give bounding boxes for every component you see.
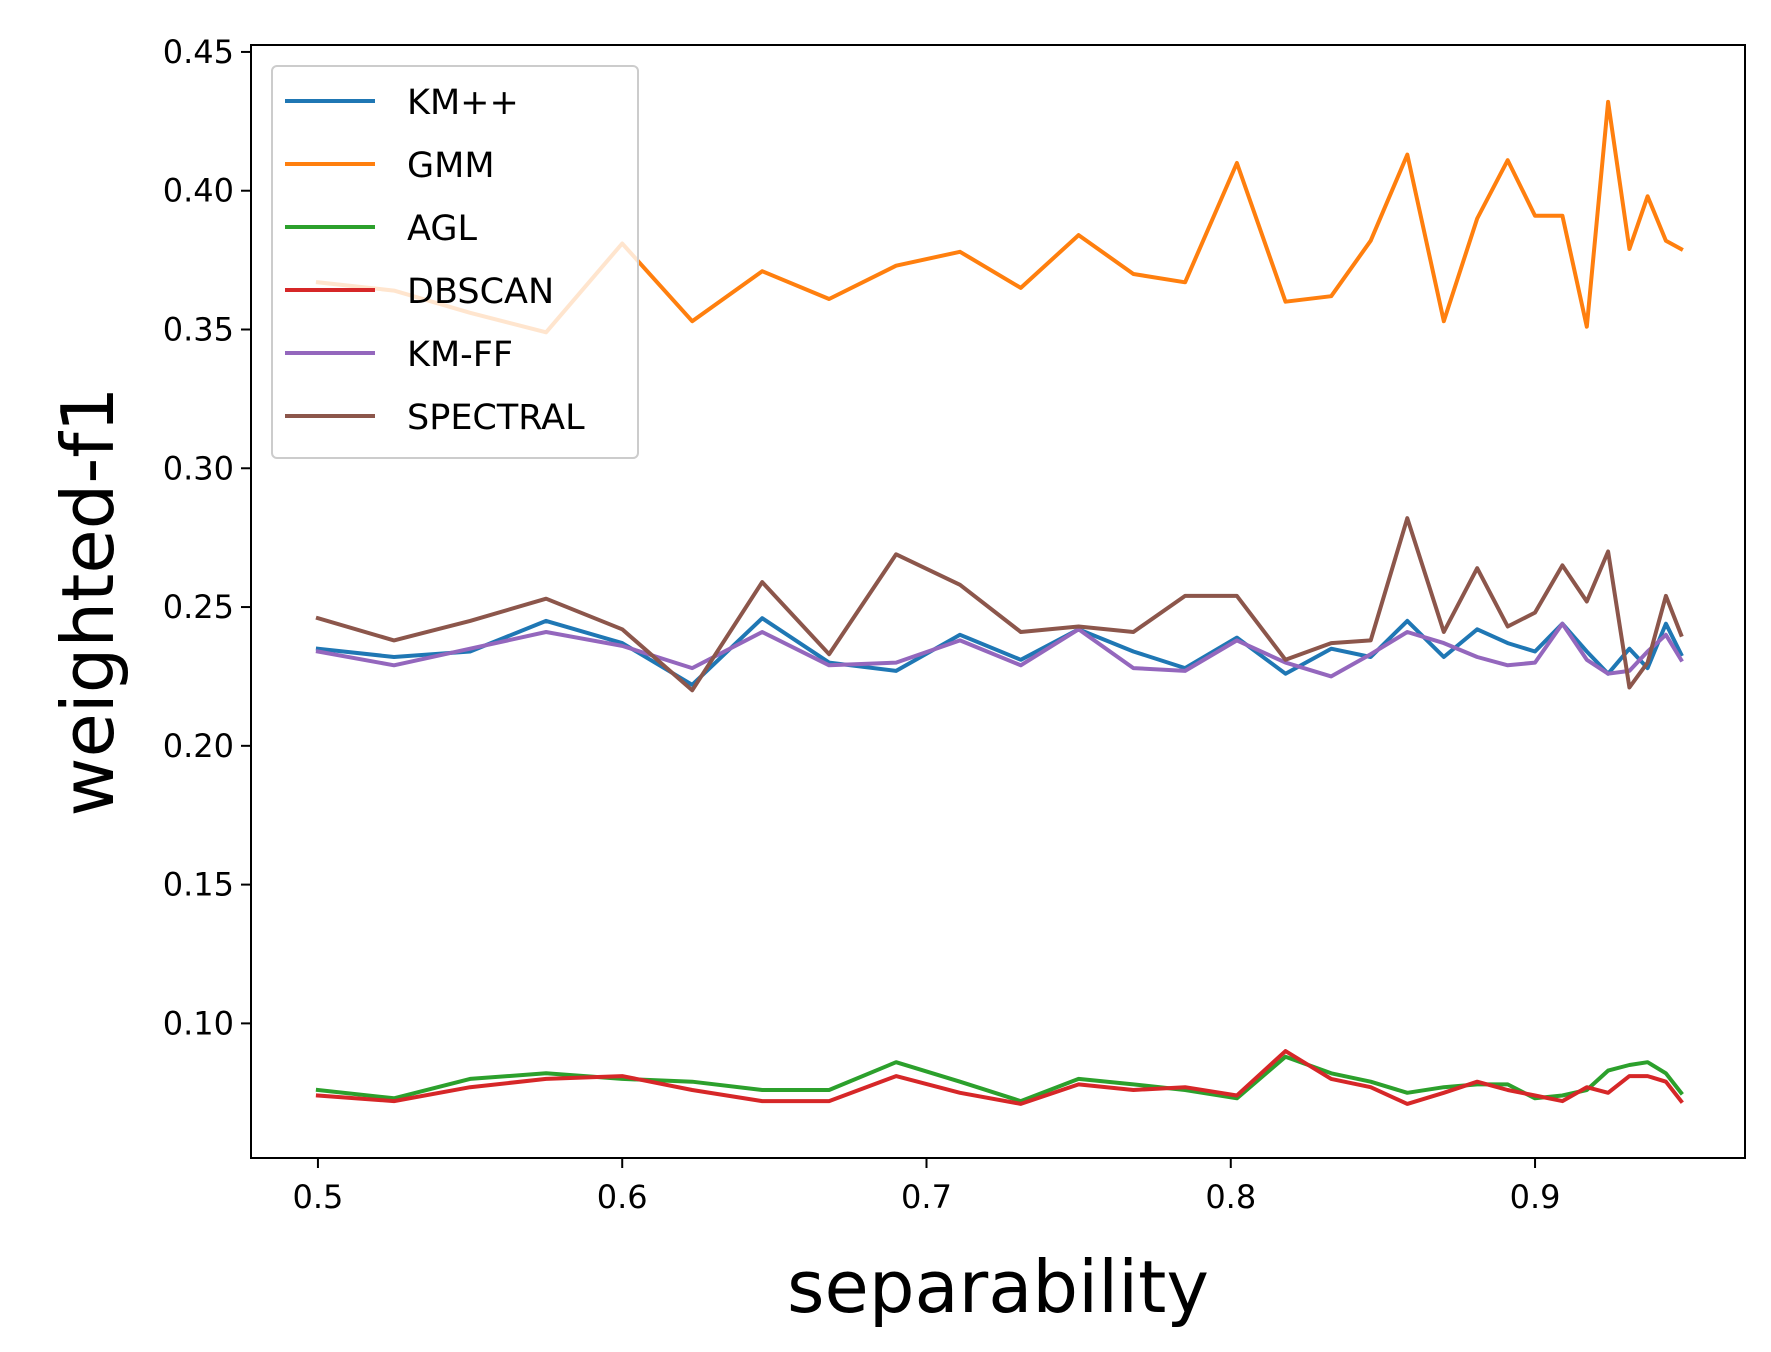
series-line-spectral [315,516,1684,693]
legend-label-agl: AGL [407,209,477,249]
legend-label-km-: KM++ [407,83,519,123]
x-tick-label: 0.5 [292,1178,343,1216]
y-tick-label: 0.15 [163,866,234,904]
y-tick-label: 0.45 [163,33,234,71]
x-axis-title: separability [787,1245,1209,1329]
legend-label-spectral: SPECTRAL [407,398,585,438]
series-line-dbscan [315,1049,1684,1106]
x-tick-label: 0.8 [1205,1178,1256,1216]
y-tick-label: 0.20 [163,727,234,765]
legend-label-dbscan: DBSCAN [407,272,554,312]
series-line-km-ff [315,621,1684,679]
x-tick-label: 0.6 [597,1178,648,1216]
y-tick-label: 0.35 [163,310,234,348]
y-tick-label: 0.10 [163,1004,234,1042]
legend: KM++ GMM AGL DBSCAN KM-FF SPECTRAL [271,65,639,459]
legend-label-gmm: GMM [407,146,495,186]
y-axis: 0.10 0.15 0.20 0.25 0.30 0.35 0.40 0.45 [163,33,251,1042]
x-axis: 0.5 0.6 0.7 0.8 0.9 [292,1158,1560,1216]
y-tick-label: 0.25 [163,588,234,626]
y-tick-label: 0.40 [163,172,234,210]
legend-label-km-ff: KM-FF [407,335,513,375]
y-tick-label: 0.30 [163,449,234,487]
y-axis-title: weighted-f1 [46,387,130,817]
x-tick-label: 0.7 [901,1178,952,1216]
series-layer [315,99,1684,1106]
x-tick-label: 0.9 [1510,1178,1561,1216]
series-line-gmm [315,99,1684,335]
plot-area-frame [250,44,1746,1159]
